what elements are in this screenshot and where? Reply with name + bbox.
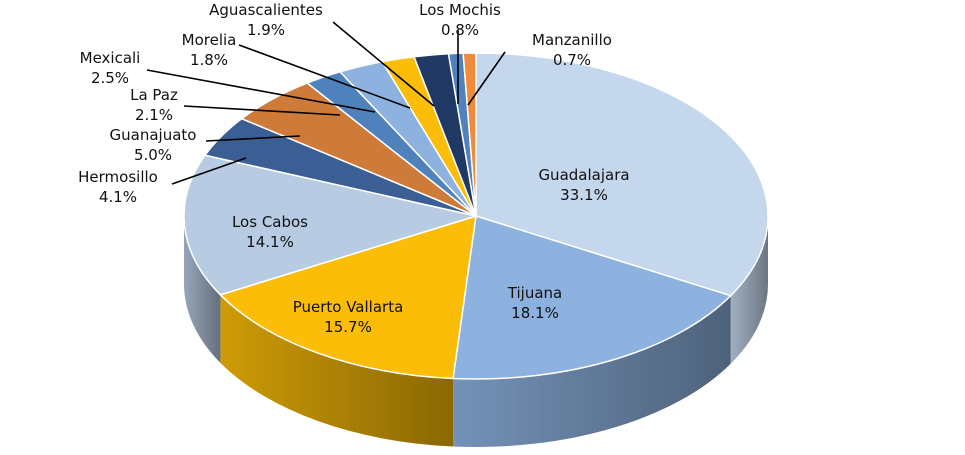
value-los-mochis: 0.8% [441,21,479,39]
label-los-cabos: Los Cabos [232,213,308,231]
label-morelia: Morelia [182,31,237,49]
value-guadalajara: 33.1% [560,186,608,204]
side-guadalajara [730,216,768,364]
value-la-paz: 2.1% [135,106,173,124]
pie-3d-sides [184,216,768,447]
leader-mexicali [146,69,376,113]
value-mexicali: 2.5% [91,69,129,87]
label-manzanillo: Manzanillo [532,31,612,49]
leader-manzanillo [467,51,506,106]
label-los-mochis: Los Mochis [419,1,501,19]
value-los-cabos: 14.1% [246,233,294,251]
leader-morelia [238,44,411,109]
label-guanajuato: Guanajuato [110,126,197,144]
side-los-cabos [184,216,221,363]
leader-hermosillo [171,157,247,185]
leader-aguascalientes [332,21,435,107]
slice-los-cabos [183,154,479,296]
slice-tijuana [452,215,733,380]
label-la-paz: La Paz [130,86,178,104]
slice-puerto-vallarta [219,214,477,380]
slice-labels: Guadalajara 33.1% Tijuana 18.1% Puerto Valla… [78,1,629,336]
side-tijuana [453,295,731,447]
label-mexicali: Mexicali [80,49,141,67]
leader-la-paz [183,105,341,116]
value-guanajuato: 5.0% [134,146,172,164]
side-puerto-vallarta [220,294,454,447]
leader-guanajuato [205,135,301,142]
value-manzanillo: 0.7% [553,51,591,69]
value-hermosillo: 4.1% [99,188,137,206]
pie-slices [183,52,769,380]
value-morelia: 1.8% [190,51,228,69]
slice-guadalajara [475,52,769,297]
leader-lines [146,21,506,185]
value-tijuana: 18.1% [511,304,559,322]
label-tijuana: Tijuana [507,284,562,302]
value-puerto-vallarta: 15.7% [324,318,372,336]
label-guadalajara: Guadalajara [538,166,629,184]
label-hermosillo: Hermosillo [78,168,158,186]
label-puerto-vallarta: Puerto Vallarta [293,298,404,316]
label-aguascalientes: Aguascalientes [209,1,323,19]
slice-manzanillo [462,52,477,217]
value-aguascalientes: 1.9% [247,21,285,39]
